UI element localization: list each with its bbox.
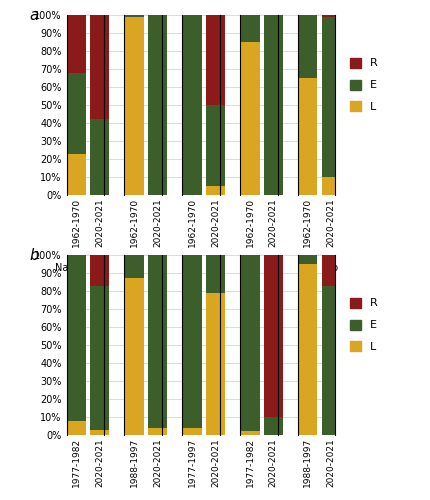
Bar (90, 430, 109, 435)
Bar (68, 255, 86, 420)
Bar (125, 255, 144, 278)
Bar (90, 120, 109, 195)
Bar (148, 15, 167, 195)
Bar (264, 255, 283, 417)
Bar (148, 255, 167, 428)
Bar (90, 255, 109, 286)
Bar (183, 15, 202, 195)
Bar (68, 15, 86, 72)
Bar (206, 105, 225, 186)
Text: a: a (29, 8, 38, 23)
Text: Junikowo: Junikowo (295, 264, 338, 274)
Bar (68, 154, 86, 195)
Bar (298, 255, 317, 264)
Bar (90, 286, 109, 430)
Bar (241, 42, 260, 195)
Bar (298, 78, 317, 195)
Bar (264, 15, 283, 195)
Bar (322, 17, 341, 177)
Bar (298, 264, 317, 435)
Bar (68, 420, 86, 435)
Bar (241, 432, 260, 435)
Bar (183, 428, 202, 435)
Bar (322, 255, 341, 286)
Text: Sołacz: Sołacz (185, 264, 217, 274)
Bar (322, 286, 341, 435)
Text: Edwardowo: Edwardowo (231, 264, 287, 274)
Bar (322, 177, 341, 195)
Bar (206, 15, 225, 105)
Legend: R, E, L: R, E, L (349, 296, 379, 354)
Bar (241, 255, 260, 432)
Text: b: b (29, 248, 39, 263)
Bar (206, 293, 225, 435)
Text: Naramowice: Naramowice (55, 264, 116, 274)
Bar (298, 15, 317, 78)
Bar (125, 278, 144, 435)
Bar (125, 17, 144, 195)
Bar (206, 186, 225, 195)
Bar (241, 15, 260, 42)
Bar (206, 255, 225, 293)
Bar (322, 15, 341, 17)
Text: Żurawiniec: Żurawiniec (116, 264, 170, 274)
Bar (183, 255, 202, 428)
Bar (264, 417, 283, 435)
Bar (68, 72, 86, 154)
Legend: R, E, L: R, E, L (349, 56, 379, 114)
Bar (90, 15, 109, 120)
Bar (148, 428, 167, 435)
Bar (125, 15, 144, 17)
